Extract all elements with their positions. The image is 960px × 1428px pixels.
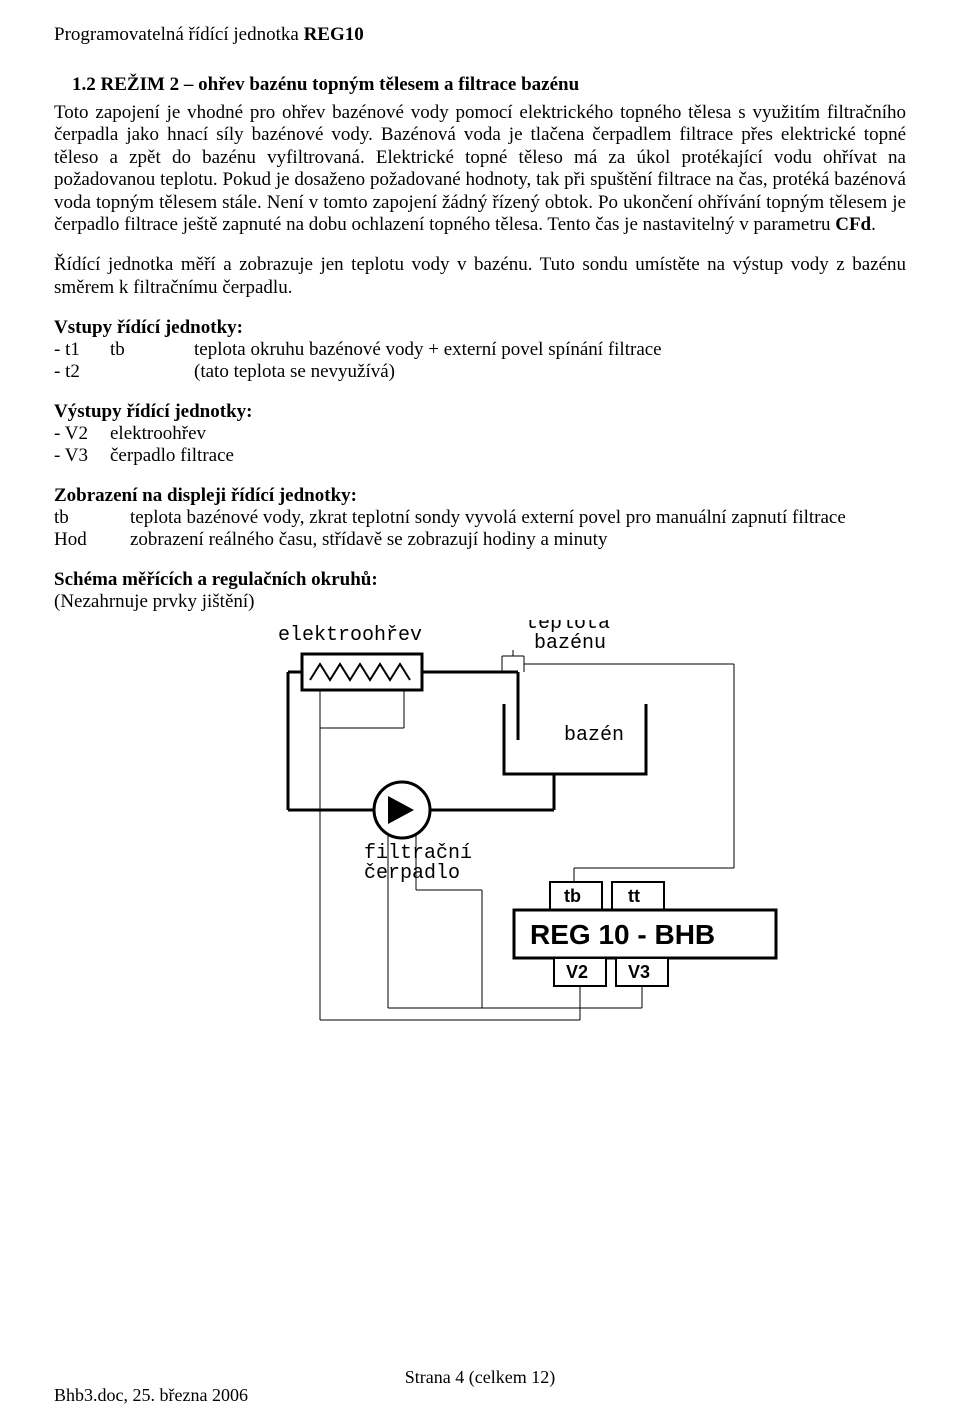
inputs-title: Vstupy řídící jednotky: [54, 317, 906, 339]
label-tb: tb [564, 886, 581, 906]
table-row: - V2 elektroohřev [54, 423, 234, 445]
table-row: tb teplota bazénové vody, zkrat teplotní… [54, 507, 846, 529]
label-bazenu: bazénu [534, 632, 606, 655]
schematic-diagram: elektroohřev teplota bazénu [264, 620, 906, 1030]
schema-title: Schéma měřících a regulačních okruhů: [54, 569, 906, 591]
label-v2: V2 [566, 962, 588, 982]
cell: (tato teplota se nevyužívá) [194, 361, 662, 383]
table-row: - t1 tb teplota okruhu bazénové vody + e… [54, 339, 662, 361]
page: Programovatelná řídící jednotka REG10 1.… [0, 0, 960, 1428]
schematic-svg: elektroohřev teplota bazénu [264, 620, 794, 1030]
running-header: Programovatelná řídící jednotka REG10 [54, 24, 906, 46]
doc-info: Bhb3.doc, 25. března 2006 [54, 1385, 248, 1406]
cell: čerpadlo filtrace [110, 445, 234, 467]
table-row: Hod zobrazení reálného času, střídavě se… [54, 529, 846, 551]
heater-zigzag-icon [310, 664, 410, 680]
label-v3: V3 [628, 962, 650, 982]
header-prefix: Programovatelná řídící jednotka [54, 24, 304, 45]
para1-tail: . [871, 214, 876, 235]
cell: - V2 [54, 423, 110, 445]
cell: tb [110, 339, 194, 361]
para1-cfd: CFd [835, 214, 871, 235]
table-row: - V3 čerpadlo filtrace [54, 445, 234, 467]
cell: tb [54, 507, 130, 529]
cell: - t2 [54, 361, 110, 383]
cell: Hod [54, 529, 130, 551]
table-row: - t2 (tato teplota se nevyužívá) [54, 361, 662, 383]
display-table: tb teplota bazénové vody, zkrat teplotní… [54, 507, 846, 551]
cell: - V3 [54, 445, 110, 467]
para1-text: Toto zapojení je vhodné pro ohřev bazéno… [54, 102, 906, 235]
paragraph-2: Řídící jednotka měří a zobrazuje jen tep… [54, 254, 906, 299]
display-title: Zobrazení na displeji řídící jednotky: [54, 485, 906, 507]
schema-subtitle: (Nezahrnuje prvky jištění) [54, 591, 906, 613]
cell: teplota bazénové vody, zkrat teplotní so… [130, 507, 846, 529]
label-cerpadlo: čerpadlo [364, 862, 460, 885]
inputs-table: - t1 tb teplota okruhu bazénové vody + e… [54, 339, 662, 383]
outputs-title: Výstupy řídící jednotky: [54, 401, 906, 423]
cell: elektroohřev [110, 423, 234, 445]
label-tt: tt [628, 886, 640, 906]
header-product: REG10 [304, 24, 364, 45]
cell: teplota okruhu bazénové vody + externí p… [194, 339, 662, 361]
outputs-table: - V2 elektroohřev - V3 čerpadlo filtrace [54, 423, 234, 467]
cell: - t1 [54, 339, 110, 361]
paragraph-1: Toto zapojení je vhodné pro ohřev bazéno… [54, 102, 906, 236]
label-reg: REG 10 - BHB [530, 919, 715, 950]
label-bazen: bazén [564, 724, 624, 747]
section-title: 1.2 REŽIM 2 – ohřev bazénu topným tělese… [72, 74, 906, 96]
label-elektroohrev: elektroohřev [278, 624, 422, 647]
cell [110, 361, 194, 383]
cell: zobrazení reálného času, střídavě se zob… [130, 529, 846, 551]
